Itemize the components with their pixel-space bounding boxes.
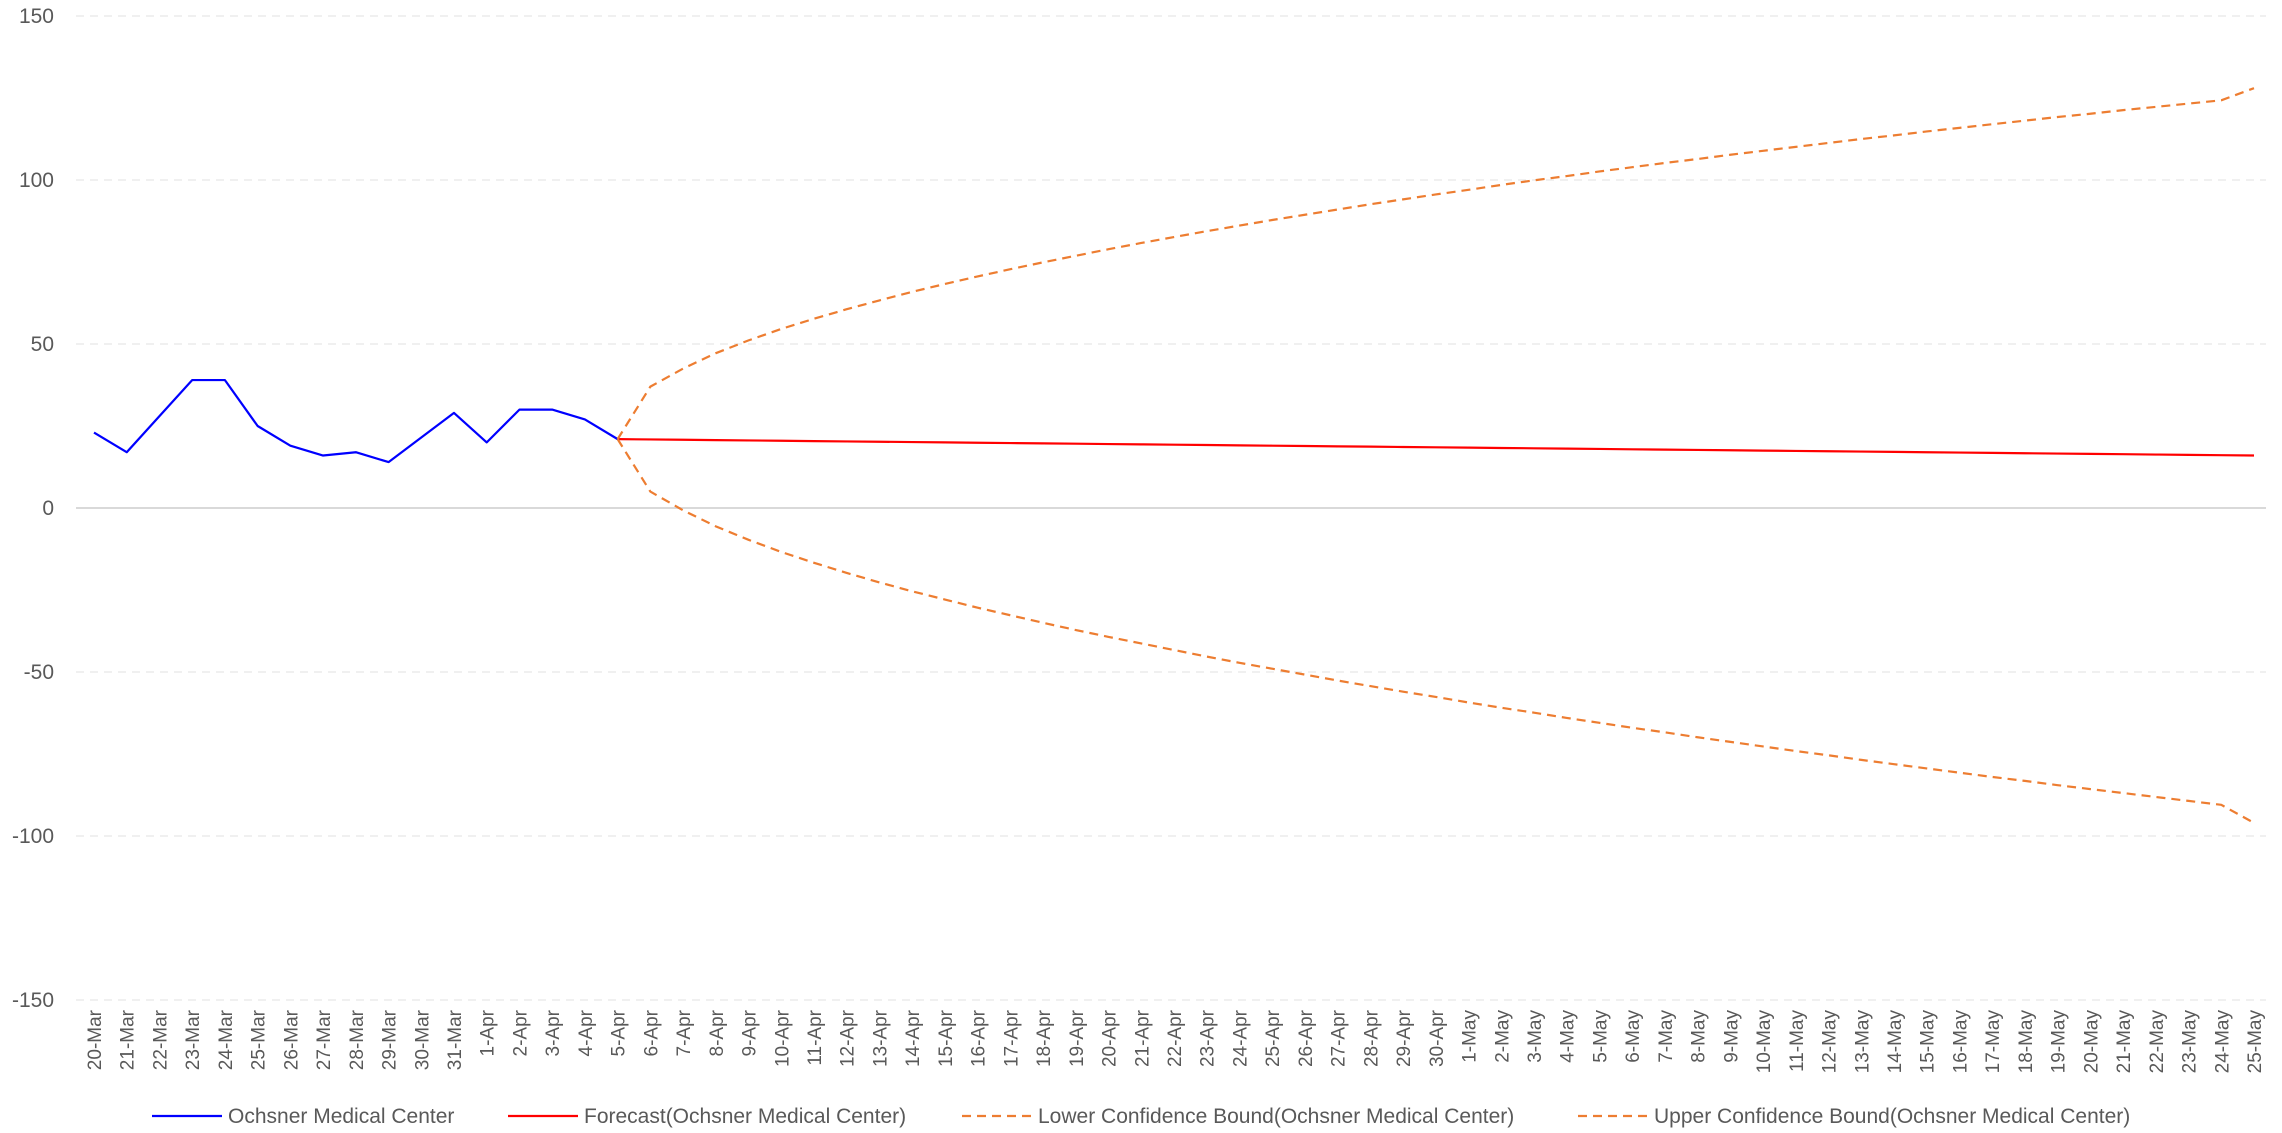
x-tick-label: 26-Mar <box>281 1009 302 1070</box>
x-tick-label: 14-May <box>1885 1010 1906 1074</box>
gridlines <box>76 15 2266 1001</box>
x-tick-label: 23-Mar <box>183 1009 204 1070</box>
x-tick-label: 25-May <box>2245 1010 2266 1074</box>
legend-entry-label[interactable]: Lower Confidence Bound(Ochsner Medical C… <box>1038 1105 1514 1128</box>
legend-entry-label[interactable]: Upper Confidence Bound(Ochsner Medical C… <box>1654 1105 2130 1128</box>
legend-entry-label[interactable]: Forecast(Ochsner Medical Center) <box>584 1105 906 1128</box>
x-tick-label: 25-Apr <box>1263 1009 1284 1067</box>
x-tick-label: 22-Apr <box>1165 1009 1186 1067</box>
x-tick-label: 15-Apr <box>936 1009 957 1067</box>
x-tick-label: 5-May <box>1590 1010 1611 1063</box>
x-tick-label: 16-Apr <box>969 1009 990 1067</box>
x-tick-label: 21-Mar <box>118 1009 139 1070</box>
x-tick-label: 21-May <box>2114 1010 2135 1074</box>
y-tick-label: -150 <box>12 989 54 1012</box>
x-tick-label: 21-Apr <box>1132 1009 1153 1067</box>
y-tick-label: -50 <box>24 661 54 684</box>
x-tick-label: 28-Apr <box>1361 1009 1382 1067</box>
x-tick-label: 11-May <box>1787 1010 1808 1072</box>
x-tick-label: 5-Apr <box>609 1009 630 1056</box>
x-tick-label: 12-Apr <box>838 1009 859 1067</box>
x-tick-label: 4-May <box>1558 1010 1579 1063</box>
x-tick-label: 8-May <box>1689 1010 1710 1063</box>
x-tick-label: 13-Apr <box>870 1009 891 1067</box>
x-tick-label: 11-Apr <box>805 1009 826 1065</box>
x-tick-label: 1-Apr <box>478 1009 499 1056</box>
x-tick-label: 16-May <box>1950 1010 1971 1074</box>
x-tick-label: 20-Apr <box>1100 1009 1121 1067</box>
x-tick-label: 18-May <box>2016 1010 2037 1074</box>
x-tick-label: 26-Apr <box>1296 1009 1317 1067</box>
x-tick-label: 19-May <box>2049 1010 2070 1074</box>
x-tick-label: 25-Mar <box>249 1009 270 1070</box>
legend-entry-label[interactable]: Ochsner Medical Center <box>228 1105 454 1128</box>
x-tick-label: 27-Apr <box>1329 1009 1350 1067</box>
x-tick-label: 10-Apr <box>772 1009 793 1067</box>
y-tick-label: 100 <box>19 169 54 192</box>
x-tick-label: 30-Apr <box>1427 1009 1448 1067</box>
x-tick-label: 9-Apr <box>740 1009 761 1056</box>
series-lines <box>93 87 2255 824</box>
x-tick-label: 2-May <box>1492 1010 1513 1063</box>
x-tick-label: 29-Apr <box>1394 1009 1415 1067</box>
series-line-1 <box>617 438 2255 457</box>
x-tick-label: 10-May <box>1754 1010 1775 1074</box>
x-tick-label: 22-May <box>2147 1010 2168 1074</box>
x-tick-label: 8-Apr <box>707 1009 728 1056</box>
x-tick-label: 6-May <box>1623 1010 1644 1063</box>
y-tick-label: -100 <box>12 825 54 848</box>
x-tick-label: 9-May <box>1721 1010 1742 1063</box>
x-tick-label: 27-Mar <box>314 1009 335 1070</box>
y-tick-label: 150 <box>19 5 54 28</box>
x-tick-label: 30-Mar <box>412 1009 433 1070</box>
x-axis-tick-labels: 20-Mar 21-Mar 22-Mar 23-Mar 24-Mar 25-Mar 26-M… <box>85 1009 2266 1073</box>
y-tick-label: 50 <box>31 333 54 356</box>
x-tick-label: 23-Apr <box>1198 1009 1219 1067</box>
x-tick-label: 3-Apr <box>543 1009 564 1056</box>
x-tick-label: 7-Apr <box>674 1009 695 1056</box>
x-tick-label: 3-May <box>1525 1010 1546 1063</box>
x-tick-label: 18-Apr <box>1034 1009 1055 1067</box>
y-axis-tick-labels: 150 100 50 0 -50 -100 -150 <box>12 5 54 1012</box>
x-tick-label: 23-May <box>2180 1010 2201 1074</box>
x-tick-label: 13-May <box>1852 1010 1873 1074</box>
x-tick-label: 20-Mar <box>85 1009 106 1070</box>
x-tick-label: 2-Apr <box>510 1009 531 1056</box>
x-tick-label: 28-Mar <box>347 1009 368 1070</box>
series-line-2 <box>616 438 2255 824</box>
x-tick-label: 19-Apr <box>1067 1009 1088 1067</box>
x-tick-label: 1-May <box>1460 1010 1481 1063</box>
x-tick-label: 4-Apr <box>576 1009 597 1056</box>
x-tick-label: 31-Mar <box>445 1009 466 1070</box>
series-line-3 <box>616 87 2255 440</box>
x-tick-label: 24-May <box>2212 1010 2233 1074</box>
x-tick-label: 22-Mar <box>150 1009 171 1070</box>
x-tick-label: 14-Apr <box>903 1009 924 1067</box>
x-tick-label: 6-Apr <box>641 1009 662 1056</box>
x-tick-label: 17-May <box>1983 1010 2004 1074</box>
y-tick-label: 0 <box>42 497 54 520</box>
x-tick-label: 12-May <box>1820 1010 1841 1074</box>
x-tick-label: 29-Mar <box>380 1009 401 1070</box>
x-tick-label: 20-May <box>2081 1010 2102 1074</box>
x-tick-label: 17-Apr <box>1001 1009 1022 1067</box>
x-tick-label: 15-May <box>1918 1010 1939 1074</box>
legend[interactable]: Ochsner Medical Center Forecast(Ochsner M… <box>152 1105 2130 1128</box>
x-tick-label: 24-Mar <box>216 1009 237 1070</box>
x-tick-label: 24-Apr <box>1230 1009 1251 1067</box>
series-line-0 <box>93 378 619 464</box>
x-tick-label: 7-May <box>1656 1010 1677 1063</box>
